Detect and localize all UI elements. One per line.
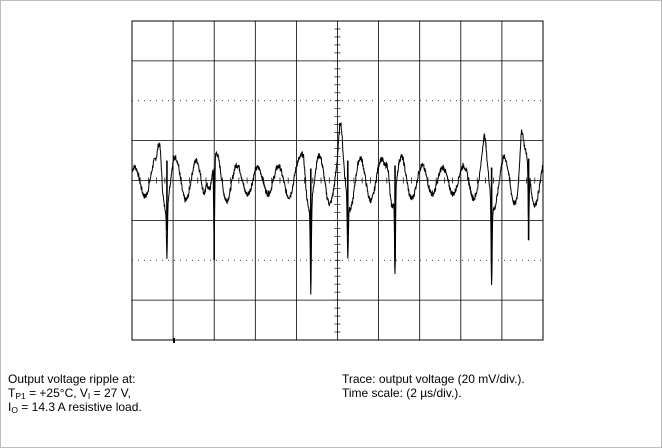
caption-trace-info: Trace: output voltage (20 mV/div.). Time… bbox=[342, 372, 525, 400]
caption-conditions: Output voltage ripple at: TP1 = +25°C, V… bbox=[8, 372, 142, 414]
caption-trace: Trace: output voltage (20 mV/div.). bbox=[342, 372, 525, 386]
caption-line-1: Output voltage ripple at: bbox=[8, 372, 136, 386]
ripple-trace bbox=[131, 122, 544, 295]
caption-timescale: Time scale: (2 µs/div.). bbox=[342, 386, 462, 400]
caption-line-2: TP1 = +25°C, VI = 27 V, bbox=[8, 386, 131, 401]
caption-line-3: IO = 14.3 A resistive load. bbox=[8, 400, 142, 415]
